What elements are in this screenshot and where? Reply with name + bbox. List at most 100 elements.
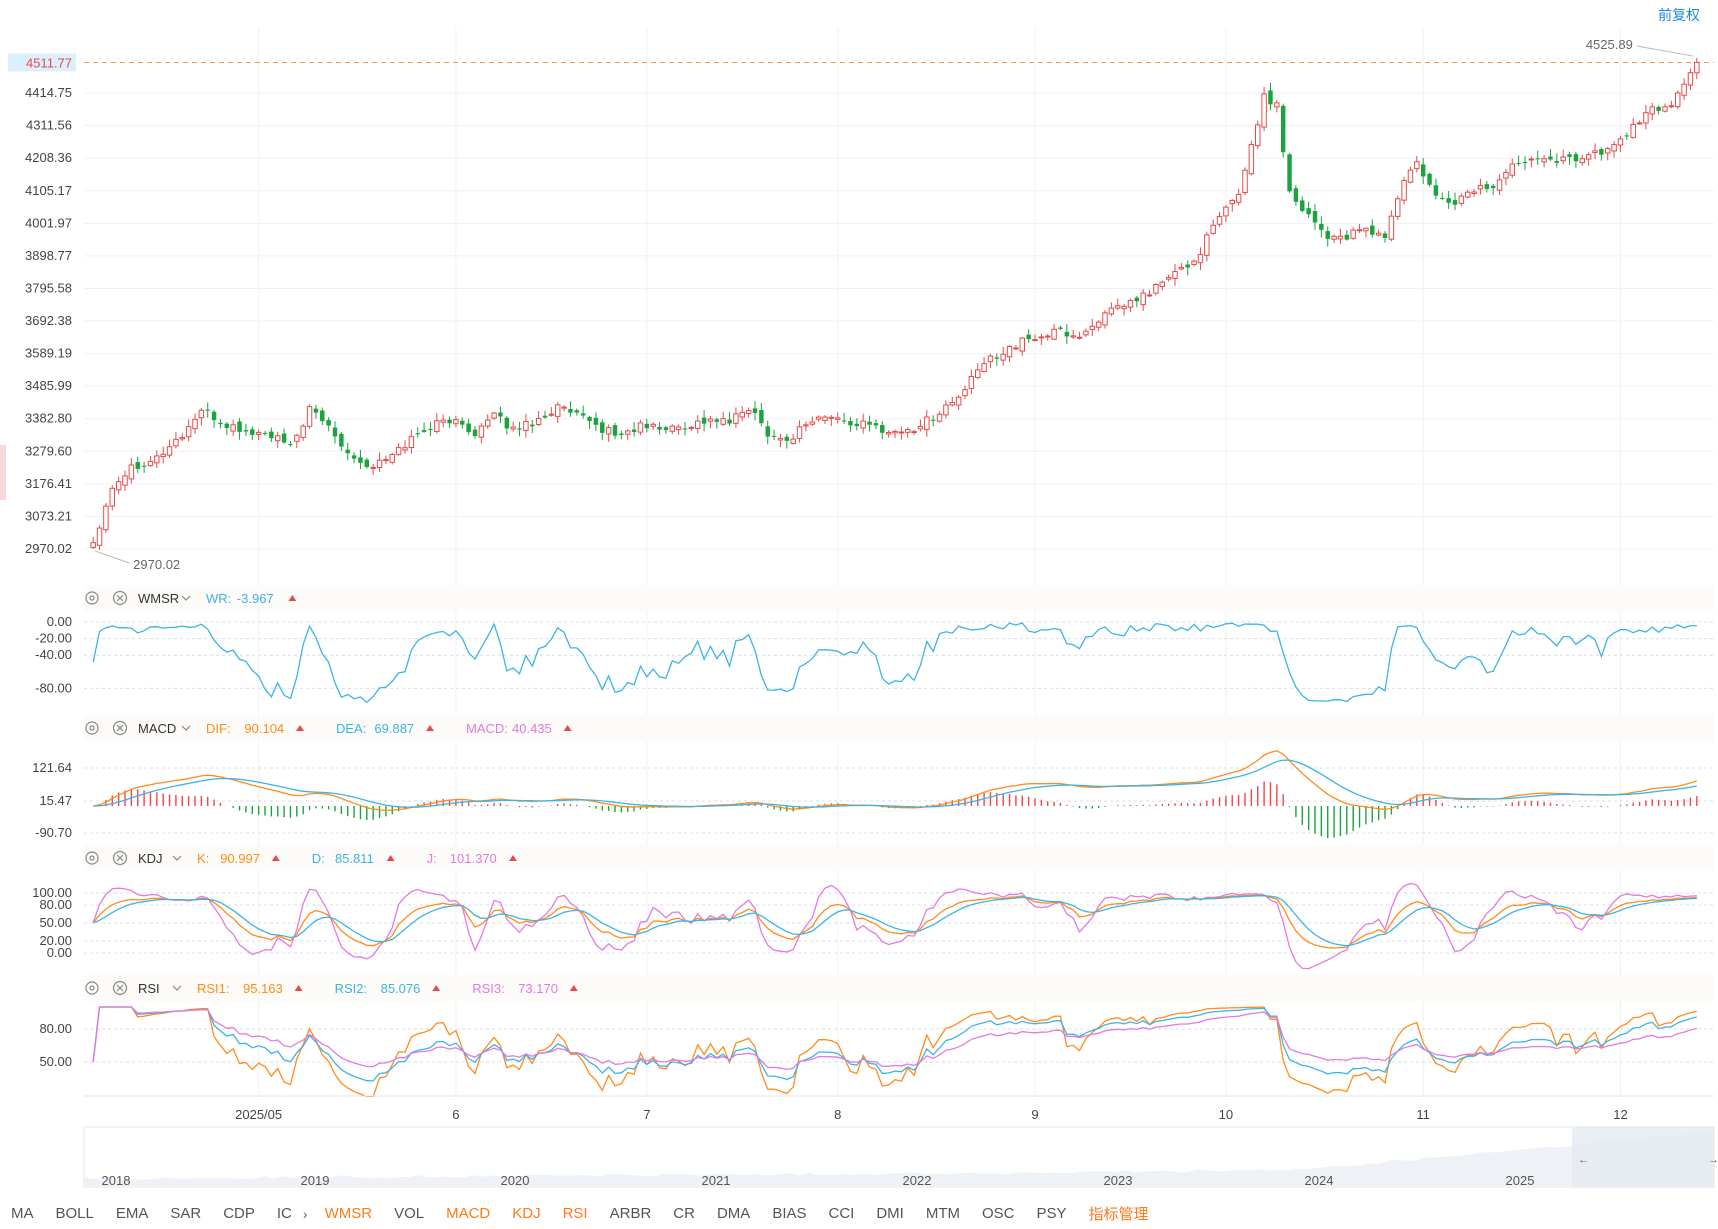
- kdj-indicator-name[interactable]: KDJ: [138, 851, 163, 866]
- up-arrow-icon: [271, 855, 280, 861]
- kdj-tick-label: 20.00: [39, 933, 72, 948]
- candle-body: [885, 432, 892, 435]
- toolbar-item-osc[interactable]: OSC: [982, 1205, 1015, 1222]
- toolbar-item-wmsr[interactable]: WMSR: [324, 1205, 373, 1222]
- toolbar-item-arbr[interactable]: ARBR: [609, 1205, 652, 1222]
- toolbar-item-dmi[interactable]: DMI: [876, 1205, 904, 1222]
- adjust-mode-link[interactable]: 前复权: [1658, 7, 1700, 23]
- candle-body: [154, 455, 160, 464]
- candle-body: [1611, 144, 1617, 152]
- candle-body: [784, 436, 790, 441]
- candle-body: [1599, 149, 1604, 155]
- candle-body: [1045, 335, 1051, 338]
- candle-body: [867, 421, 872, 425]
- candle-body: [1178, 267, 1185, 270]
- j-line: [92, 882, 1697, 970]
- candle-body: [313, 408, 319, 413]
- macd-macd-label: MACD:: [466, 721, 508, 736]
- macd-settings-icon[interactable]: [85, 721, 99, 735]
- candle-body: [1216, 216, 1223, 225]
- toolbar-item-bias[interactable]: BIAS: [772, 1205, 807, 1222]
- navigator-right-handle-icon[interactable]: →: [1708, 1154, 1718, 1166]
- toolbar-item-mtm[interactable]: MTM: [925, 1205, 960, 1222]
- candle-body: [1668, 105, 1675, 108]
- candle-body: [1484, 184, 1490, 190]
- toolbar-item-dma[interactable]: DMA: [716, 1205, 751, 1222]
- macd-indicator-name[interactable]: MACD: [138, 721, 176, 736]
- candle-body: [1325, 231, 1330, 239]
- axis-strip: [0, 0, 84, 1198]
- navigator-year-label: 2021: [702, 1173, 731, 1188]
- chevron-right-icon[interactable]: ›: [302, 1205, 308, 1222]
- toolbar-item-boll[interactable]: BOLL: [55, 1205, 94, 1222]
- toolbar-item-kdj[interactable]: KDJ: [512, 1205, 541, 1222]
- toolbar-item-psy[interactable]: PSY: [1036, 1205, 1067, 1222]
- toolbar-item-ic[interactable]: IC: [276, 1205, 292, 1222]
- candle-body: [491, 412, 497, 419]
- candle-body: [739, 411, 746, 418]
- candle-body: [1452, 200, 1458, 205]
- toolbar-item-vol[interactable]: VOL: [394, 1205, 425, 1222]
- date-tick-label: 9: [1031, 1107, 1038, 1122]
- candle-body: [542, 415, 548, 418]
- candle-body: [1471, 191, 1477, 195]
- candle-body: [790, 438, 796, 445]
- candle-body: [332, 427, 338, 437]
- navigator-left-handle-icon[interactable]: ←: [1578, 1154, 1589, 1166]
- candle-body: [657, 426, 662, 430]
- toolbar-item-ma[interactable]: MA: [11, 1205, 34, 1222]
- toolbar-item-指标管理[interactable]: 指标管理: [1088, 1206, 1149, 1223]
- kdj-d-label: D:: [312, 851, 325, 866]
- toolbar-item-sar[interactable]: SAR: [170, 1205, 202, 1222]
- chevron-down-icon[interactable]: [181, 595, 191, 601]
- candle-body: [478, 425, 485, 438]
- candle-body: [1395, 198, 1401, 217]
- toolbar-item-macd[interactable]: MACD: [446, 1205, 491, 1222]
- candle-body: [1300, 200, 1305, 211]
- candle-body: [917, 426, 924, 430]
- kdj-close-icon[interactable]: [112, 850, 128, 866]
- candle-body: [389, 454, 395, 463]
- toolbar-item-cdp[interactable]: CDP: [223, 1205, 255, 1222]
- candle-body: [727, 419, 732, 424]
- toolbar-item-ema[interactable]: EMA: [115, 1205, 149, 1222]
- candle-body: [1172, 271, 1178, 279]
- wmsr-indicator-name[interactable]: WMSR: [138, 591, 179, 606]
- candle-body: [460, 420, 465, 425]
- candle-body: [568, 408, 573, 413]
- kdj-k-label: K:: [197, 851, 209, 866]
- macd-dea-value: 69.887: [374, 721, 414, 736]
- rsi-header-bg: [84, 975, 1714, 1001]
- wmsr-settings-icon[interactable]: [85, 591, 99, 605]
- candle-body: [1089, 325, 1095, 330]
- macd-dif-value: 90.104: [244, 721, 284, 736]
- gear-hub: [89, 855, 95, 861]
- wmsr-close-icon[interactable]: [112, 590, 128, 606]
- toolbar-item-rsi[interactable]: RSI: [562, 1205, 588, 1222]
- rsi-settings-icon[interactable]: [85, 981, 99, 995]
- toolbar-item-cci[interactable]: CCI: [828, 1205, 855, 1222]
- navigator-window[interactable]: [1572, 1127, 1714, 1187]
- chevron-down-icon[interactable]: [181, 725, 191, 731]
- candle-body: [1363, 227, 1369, 232]
- candle-body: [1287, 154, 1292, 192]
- candle-body: [803, 424, 809, 427]
- chevron-down-icon[interactable]: [172, 985, 182, 991]
- kdj-tick-label: 100.00: [32, 885, 72, 900]
- macd-close-icon[interactable]: [112, 720, 128, 736]
- candle-body: [1223, 206, 1229, 217]
- toolbar-item-cr[interactable]: CR: [673, 1205, 695, 1222]
- rsi-indicator-name[interactable]: RSI: [138, 981, 160, 996]
- candle-body: [1579, 158, 1585, 164]
- up-arrow-icon: [294, 985, 303, 991]
- candle-body: [415, 433, 420, 435]
- candle-body: [1592, 150, 1598, 154]
- candle-body: [1191, 260, 1197, 266]
- rsi-close-icon[interactable]: [112, 980, 128, 996]
- chevron-down-icon[interactable]: [172, 855, 182, 861]
- low-pointer: [95, 550, 130, 564]
- candle-body: [1548, 156, 1553, 160]
- kdj-settings-icon[interactable]: [85, 851, 99, 865]
- candle-body: [1070, 335, 1076, 338]
